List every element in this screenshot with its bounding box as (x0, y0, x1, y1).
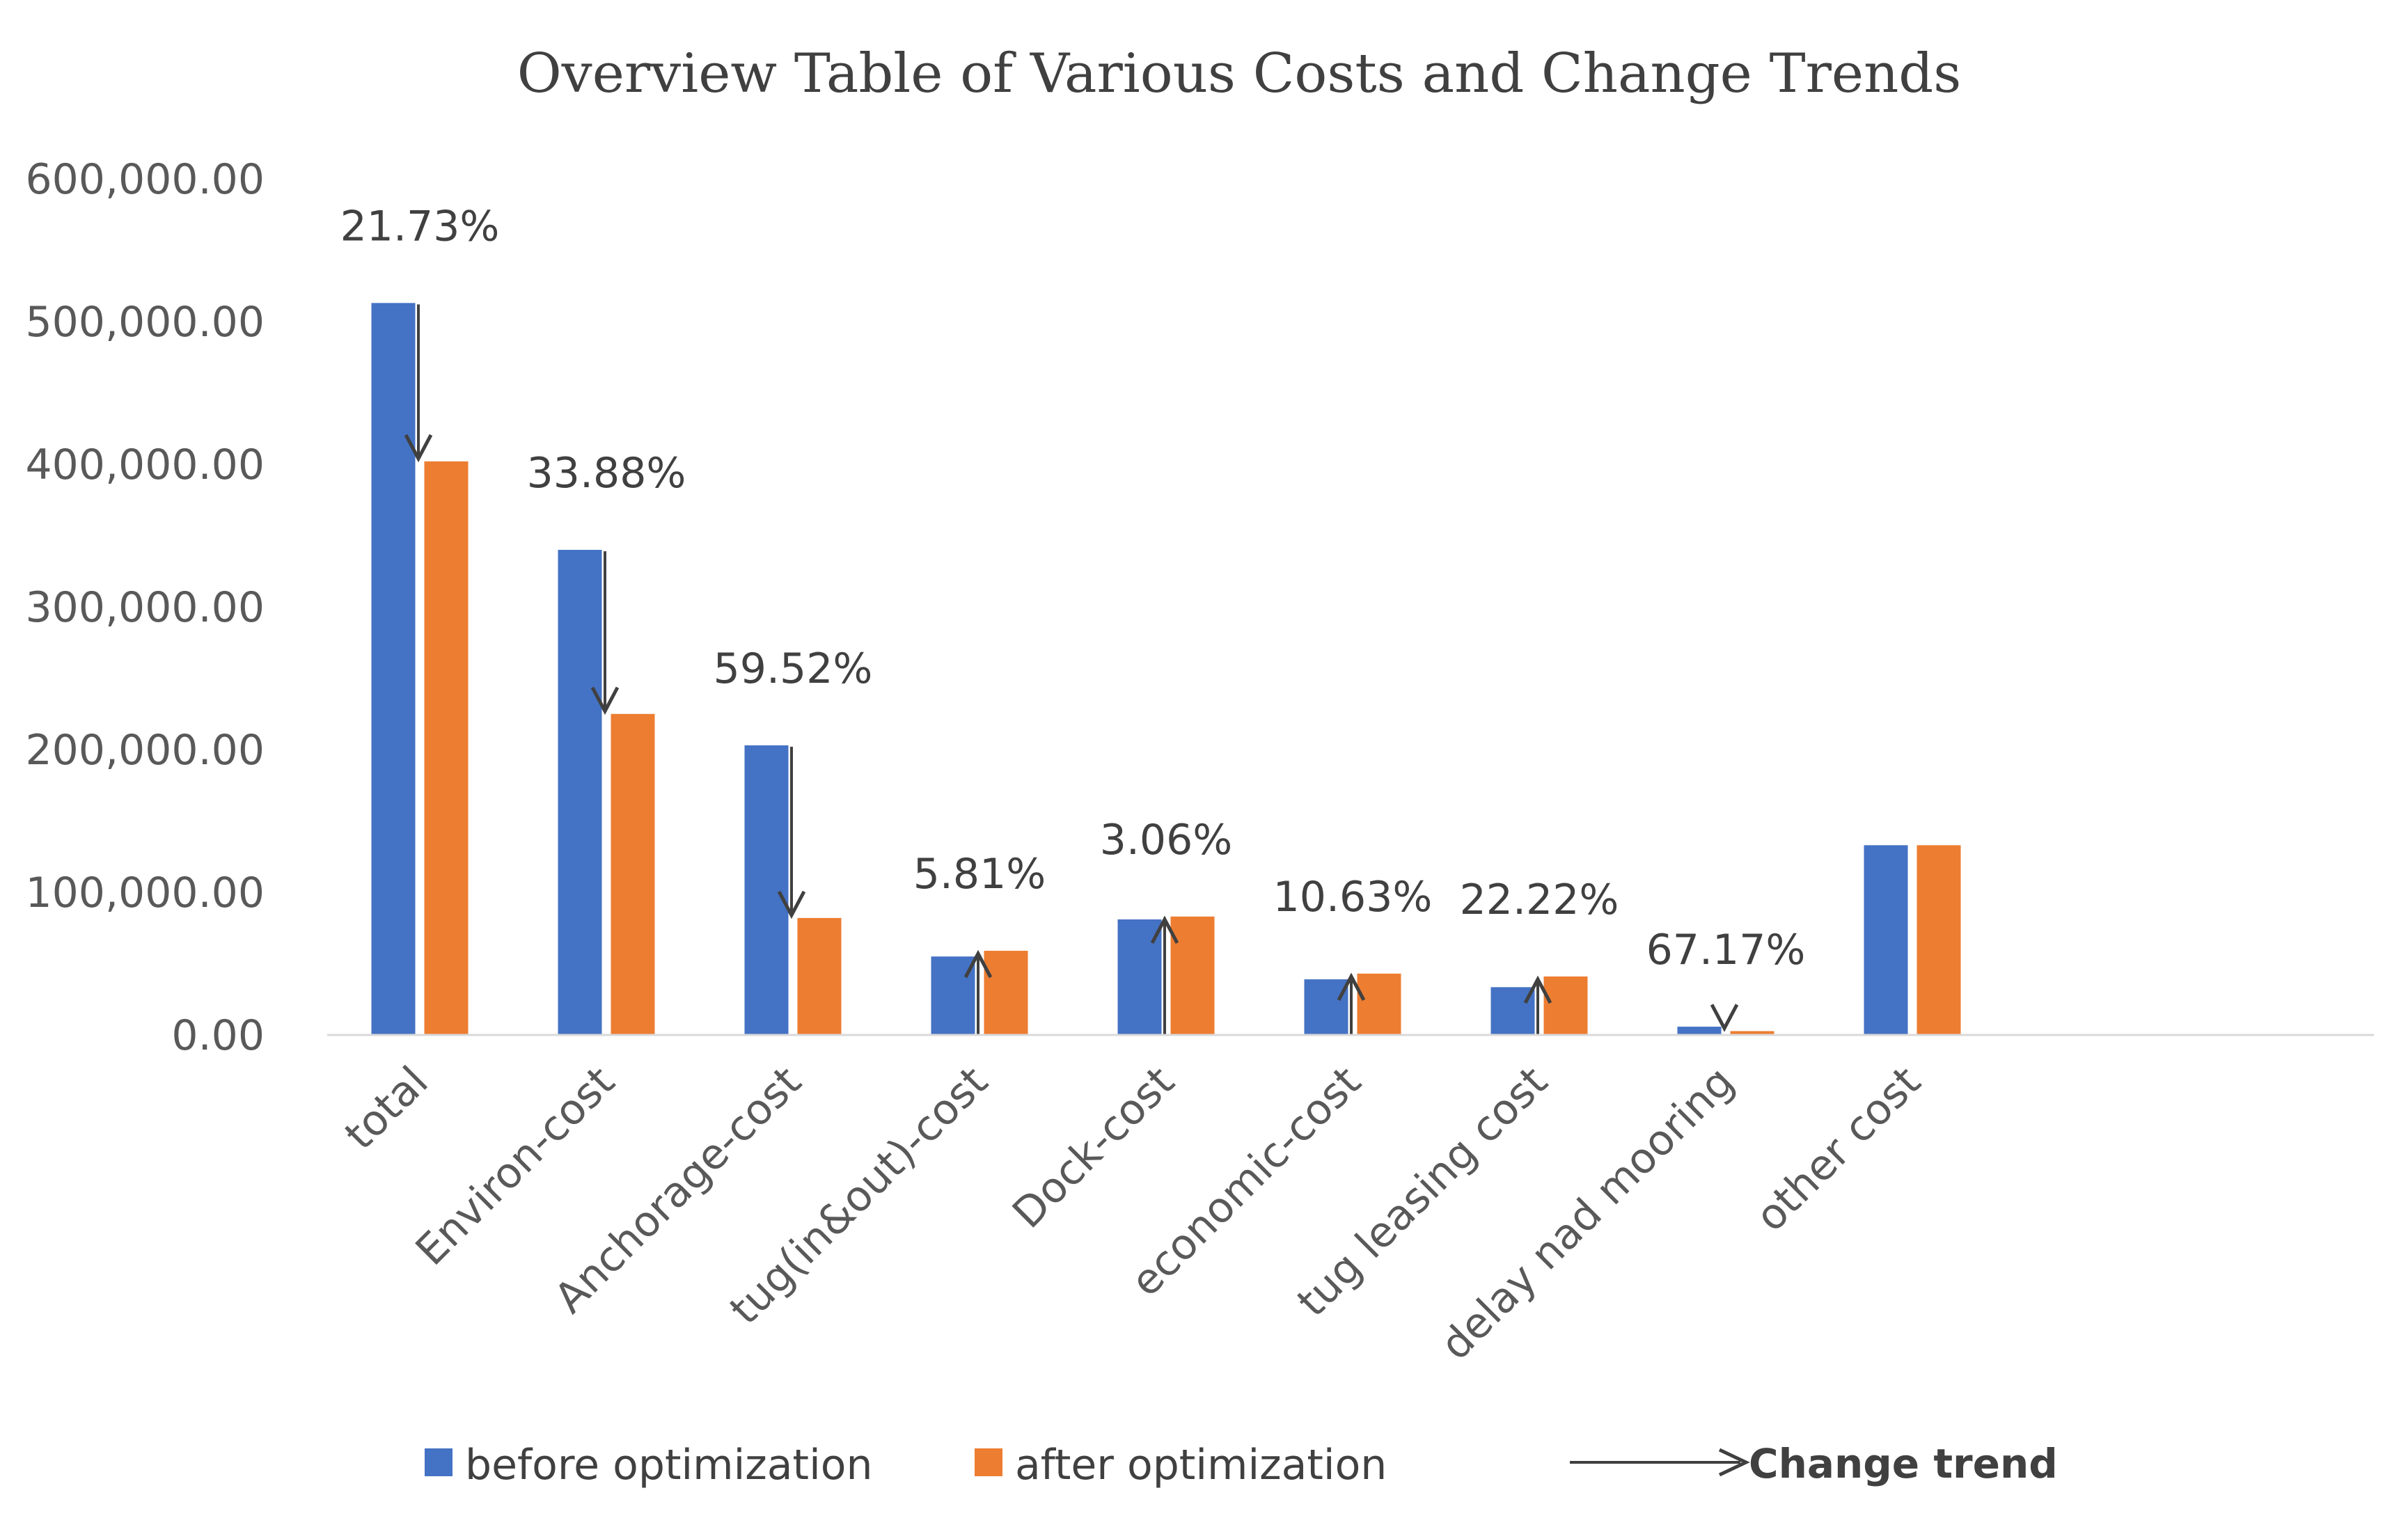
trend-arrow-head (777, 890, 806, 919)
bar-after-7 (1730, 1031, 1774, 1035)
legend-label-after: after optimization (1015, 1441, 1387, 1489)
bar-before-2 (744, 745, 789, 1035)
x-tick-label: other cost (1747, 1057, 1930, 1241)
chart-title: Overview Table of Various Costs and Chan… (517, 42, 1962, 105)
y-tick-label: 100,000.00 (25, 869, 265, 917)
bar-before-5 (1304, 979, 1348, 1035)
x-axis: totalEnviron-costAnchorage-costtug(in&ou… (327, 1034, 2374, 1370)
change-label: 10.63% (1273, 873, 1433, 922)
bar-after-6 (1543, 976, 1588, 1035)
change-label: 22.22% (1460, 876, 1619, 924)
trend-arrow-head (1523, 975, 1552, 1004)
change-label: 59.52% (714, 645, 873, 693)
trend-arrow-head (590, 686, 620, 715)
bar-before-0 (371, 303, 416, 1036)
legend: before optimization after optimization Cha… (425, 1440, 2058, 1489)
change-label: 21.73% (340, 202, 500, 251)
x-tick-label: Dock-cost (1003, 1057, 1183, 1238)
bar-after-1 (611, 713, 655, 1035)
change-label: 67.17% (1646, 926, 1806, 974)
x-tick-label: total (336, 1057, 438, 1160)
bar-after-0 (424, 461, 469, 1035)
legend-label-before: before optimization (465, 1441, 872, 1489)
trend-arrow-head (1337, 972, 1366, 1002)
y-tick-label: 500,000.00 (25, 298, 265, 347)
y-tick-label: 0.00 (171, 1011, 265, 1060)
legend-label-trend: Change trend (1749, 1440, 2058, 1487)
bar-after-3 (984, 951, 1028, 1035)
change-label: 33.88% (527, 449, 686, 498)
trend-arrow-head (404, 434, 433, 463)
y-tick-label: 400,000.00 (25, 441, 265, 489)
change-label: 5.81% (913, 850, 1046, 899)
bar-after-8 (1917, 845, 1961, 1035)
trend-arrow-head (1710, 1004, 1739, 1032)
y-axis: 0.00 100,000.00 200,000.00 300,000.00 400,00… (25, 155, 265, 1060)
trend-arrow-head (963, 949, 993, 979)
bar-after-2 (797, 917, 842, 1035)
bar-after-5 (1357, 973, 1401, 1035)
legend-arrow-head (1718, 1448, 1750, 1477)
bar-before-1 (558, 550, 602, 1035)
y-tick-label: 200,000.00 (25, 726, 265, 775)
trend-arrow-head (1150, 915, 1179, 944)
y-tick-label: 300,000.00 (25, 583, 265, 632)
change-labels: 21.73% 33.88% 59.52% 5.81% 3.06% 10.63% 22.22%… (340, 202, 1806, 974)
legend-swatch-before (425, 1448, 453, 1476)
bar-before-8 (1864, 845, 1908, 1035)
bars (371, 303, 1961, 1036)
change-arrows (404, 304, 1739, 1035)
y-tick-label: 600,000.00 (25, 155, 265, 204)
bar-after-4 (1170, 916, 1215, 1035)
bar-before-7 (1677, 1027, 1722, 1035)
legend-swatch-after (975, 1448, 1002, 1476)
change-label: 3.06% (1100, 816, 1233, 864)
bar-before-6 (1490, 987, 1535, 1035)
